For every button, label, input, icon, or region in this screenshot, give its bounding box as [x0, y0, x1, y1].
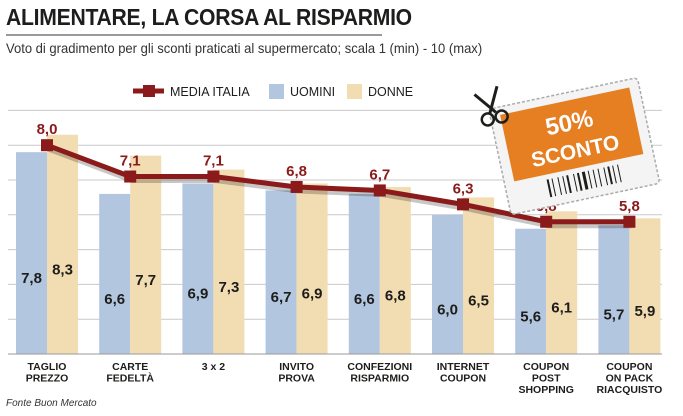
bar-value-label: 6,6	[354, 291, 375, 308]
category-label: POST	[532, 373, 561, 385]
media-point	[623, 215, 636, 228]
bar-value-label: 5,9	[634, 303, 655, 320]
media-point	[124, 170, 137, 183]
scissors-icon	[473, 85, 509, 127]
bar-value-label: 6,9	[302, 286, 323, 303]
media-line-shadow	[47, 144, 632, 229]
legend: MEDIA ITALIA UOMINI DONNE	[133, 84, 413, 99]
coupon-illustration: 50%SCONTO	[488, 77, 660, 215]
media-value-label: 6,3	[453, 180, 474, 197]
category-label: PREZZO	[26, 373, 69, 385]
bar-uomini	[598, 225, 630, 354]
bar-donne	[379, 186, 411, 354]
media-value-label: 7,1	[120, 153, 141, 170]
media-point	[457, 198, 469, 211]
bar-uomini	[99, 193, 131, 354]
media-point	[373, 184, 386, 197]
category-label: INVITO	[279, 361, 314, 373]
category-label: COUPON	[606, 361, 652, 373]
category-label: RIACQUISTO	[597, 384, 663, 396]
category-label: COUPON	[440, 373, 486, 385]
bar-donne	[629, 218, 661, 354]
bar-donne	[463, 197, 494, 354]
media-line	[46, 142, 630, 225]
bar-value-label: 6,7	[271, 289, 292, 306]
legend-label-uomini: UOMINI	[290, 85, 335, 99]
bar-value-label: 6,0	[437, 301, 458, 318]
media-point	[41, 139, 53, 152]
bar-value-label: 5,6	[520, 308, 541, 325]
bar-donne	[546, 211, 578, 354]
media-value-label: 7,1	[203, 153, 224, 170]
chart-subtitle: Voto di gradimento per gli sconti pratic…	[6, 40, 483, 56]
media-value-label: 6,8	[286, 163, 307, 180]
bar-uomini	[348, 193, 380, 354]
bar-uomini	[432, 214, 463, 354]
legend-swatch-donne	[347, 84, 362, 99]
bar-uomini	[265, 190, 297, 354]
bar-value-label: 7,3	[218, 279, 239, 296]
bar-value-label: 6,5	[468, 293, 489, 310]
bar-value-label: 8,3	[52, 261, 73, 278]
title-underline	[6, 34, 382, 36]
category-label: CARTE	[112, 361, 148, 373]
category-label: INTERNET	[437, 361, 490, 373]
source-note: Fonte Buon Mercato	[6, 398, 97, 409]
bar-value-label: 6,9	[187, 286, 208, 303]
category-label: SHOPPING	[518, 384, 573, 396]
category-label: ON PACK	[606, 373, 654, 385]
category-label: PROVA	[278, 373, 315, 385]
category-label: COUPON	[523, 361, 569, 373]
media-point	[540, 215, 553, 228]
media-value-label: 8,0	[37, 121, 58, 138]
chart-title: ALIMENTARE, LA CORSA AL RISPARMIO	[6, 4, 412, 30]
bar-value-label: 6,1	[551, 300, 572, 317]
coupon-orange-panel	[500, 87, 644, 182]
bar-value-label: 6,8	[385, 287, 406, 304]
bar-donne	[213, 169, 245, 354]
category-label: 3 x 2	[202, 361, 226, 373]
media-point	[290, 180, 303, 193]
barcode-icon	[546, 164, 622, 198]
bar-uomini	[16, 152, 47, 354]
bar-donne	[130, 155, 162, 354]
legend-label-media: MEDIA ITALIA	[170, 85, 250, 99]
media-value-label: 6,7	[369, 166, 390, 183]
category-label: TAGLIO	[28, 361, 67, 373]
category-label: RISPARMIO	[350, 373, 409, 385]
media-value-label: 5,8	[619, 198, 640, 215]
bar-value-label: 7,7	[135, 272, 156, 289]
legend-swatch-uomini	[269, 84, 284, 99]
legend-label-donne: DONNE	[368, 85, 413, 99]
bar-value-label: 5,7	[603, 307, 624, 324]
category-label: CONFEZIONI	[347, 361, 412, 373]
bar-uomini	[515, 228, 547, 354]
bar-donne	[47, 134, 78, 354]
bar-uomini	[182, 183, 214, 354]
legend-marker-media	[143, 85, 155, 97]
bar-value-label: 7,8	[21, 270, 42, 287]
category-label: FEDELTÀ	[106, 372, 154, 385]
media-point	[207, 170, 220, 183]
bar-donne	[296, 183, 328, 354]
bar-value-label: 6,6	[104, 291, 125, 308]
